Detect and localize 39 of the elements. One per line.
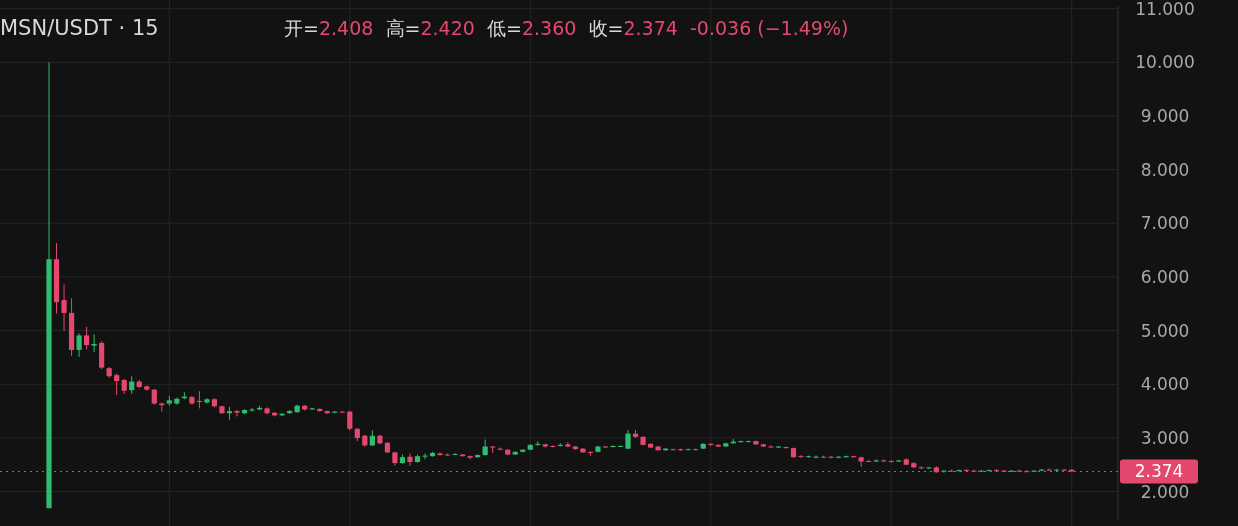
y-tick-label: 9.000 <box>1140 105 1190 126</box>
text: MSN/USDT · 15 <box>0 16 159 40</box>
ref-line-label: 2.374 <box>1134 461 1184 482</box>
candlestick <box>407 452 413 467</box>
candlestick <box>76 332 82 358</box>
candlestick <box>347 410 353 431</box>
candlestick <box>610 444 616 449</box>
y-tick-label: 8.000 <box>1140 159 1190 180</box>
candlestick <box>204 397 210 405</box>
candlestick <box>61 283 67 332</box>
candlestick <box>956 469 962 473</box>
candlestick <box>437 451 443 457</box>
y-tick-label: 11.000 <box>1135 0 1195 19</box>
y-tick-label: 2.000 <box>1140 481 1190 502</box>
annotation: 开=2.408 <box>284 17 374 39</box>
annotation: 高=2.420 <box>385 17 475 39</box>
candlestick <box>783 445 789 450</box>
candlestick <box>422 452 428 460</box>
annotation: 收=2.374 <box>588 17 678 39</box>
y-tick-label: 10.000 <box>1135 52 1195 73</box>
y-tick-label: 7.000 <box>1140 213 1190 234</box>
y-tick-label: 3.000 <box>1140 427 1190 448</box>
candlestick <box>798 454 804 459</box>
candlestick <box>84 326 90 350</box>
y-tick-label: 6.000 <box>1140 266 1190 287</box>
candlestick <box>452 452 458 456</box>
y-tick-label: 4.000 <box>1140 374 1190 395</box>
candlestick <box>114 373 120 396</box>
y-tick-label: 5.000 <box>1140 320 1190 341</box>
candlestick <box>565 441 571 448</box>
candlestick <box>249 407 255 413</box>
annotation: -0.036 (−1.49%) <box>690 17 849 39</box>
annotation: 低=2.360 <box>487 17 577 39</box>
candlestick <box>91 333 97 353</box>
candlestick <box>550 444 556 449</box>
candlestick <box>234 409 240 417</box>
candlestick <box>444 452 451 457</box>
candlestick <box>768 444 774 449</box>
candlestick <box>828 455 834 459</box>
